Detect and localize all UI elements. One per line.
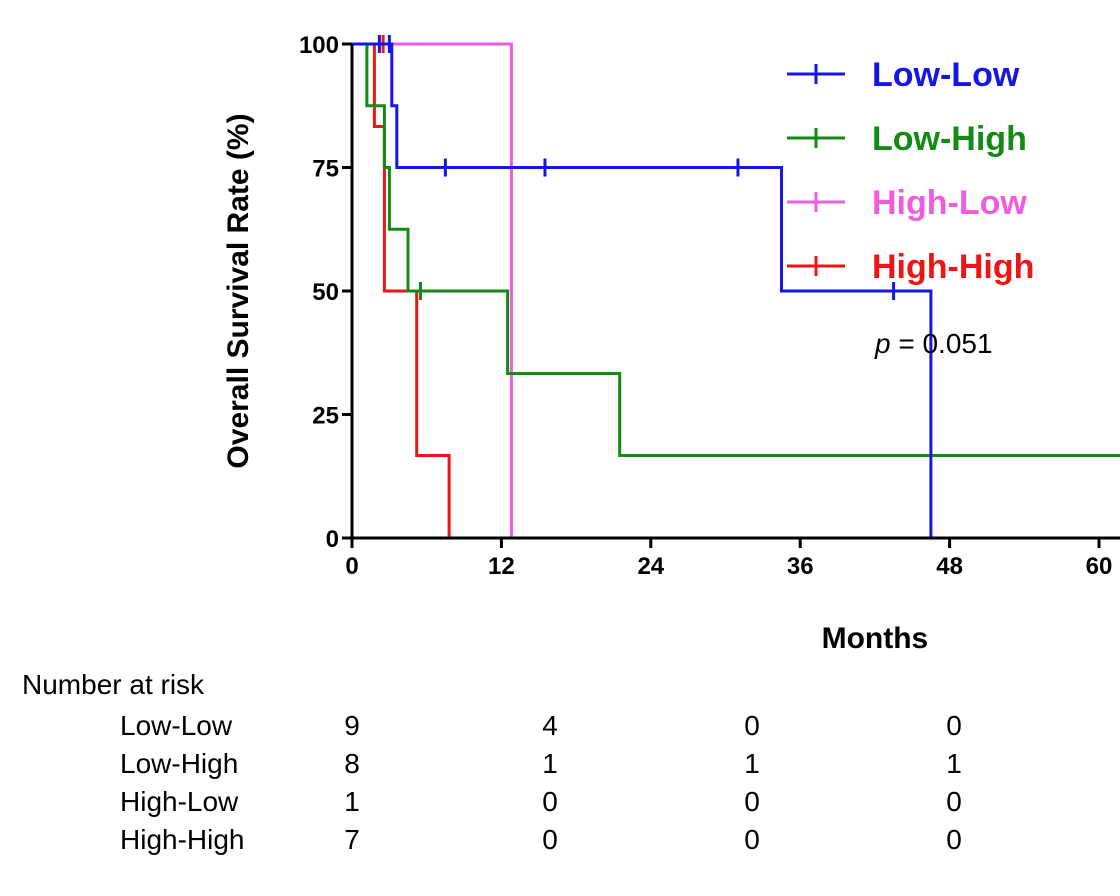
risk-value: 1 [344,786,360,817]
risk-value: 7 [344,824,360,855]
risk-value: 0 [542,786,558,817]
x-tick-label: 60 [1086,553,1113,580]
risk-value: 0 [946,824,962,855]
y-tick-label: 50 [312,279,339,306]
risk-value: 4 [542,710,558,741]
risk-value: 0 [542,824,558,855]
risk-value: 0 [744,786,760,817]
y-tick-label: 25 [312,403,339,430]
x-tick-label: 12 [488,553,515,580]
risk-value: 0 [744,824,760,855]
y-tick-label: 100 [299,32,339,59]
y-axis-title: Overall Survival Rate (%) [222,113,255,468]
risk-value: 0 [744,710,760,741]
x-tick-label: 36 [787,553,814,580]
risk-value: 9 [344,710,360,741]
legend: Low-Low Low-High High-Low High-High [787,56,1034,286]
x-axis-title: Months [822,622,929,655]
survival-curves [352,35,1120,538]
legend-label-low-high: Low-High [872,120,1027,158]
p-value-annotation: p = 0.051 [874,328,993,359]
legend-label-low-low: Low-Low [872,56,1020,94]
risk-table-title: Number at risk [22,669,205,700]
curve-low-low [352,42,933,538]
x-tick-label: 0 [345,553,358,580]
x-tick-label: 24 [637,553,664,580]
axis-ticks: 0255075100012243648607284 [299,32,1113,580]
y-tick-label: 0 [326,526,339,553]
p-value-symbol: p [874,328,891,359]
curve-high-high [352,42,451,538]
risk-row-label: Low-Low [120,710,233,741]
risk-value: 1 [744,748,760,779]
risk-row-label: High-High [120,824,245,855]
risk-value: 8 [344,748,360,779]
y-tick-label: 75 [312,156,339,183]
risk-value: 0 [946,786,962,817]
risk-value: 1 [542,748,558,779]
x-tick-label: 48 [936,553,963,580]
p-value-text: = 0.051 [891,328,993,359]
risk-row-label: Low-High [120,748,238,779]
risk-value: 0 [946,710,962,741]
legend-label-high-low: High-Low [872,184,1027,222]
risk-table: Number at risk Low-Low 9 4 0 0 Low-High 8 1 1 1 Hi… [22,669,962,855]
risk-value: 1 [946,748,962,779]
legend-label-high-high: High-High [872,248,1034,286]
curve-low-high [352,42,1120,457]
risk-row-label: High-Low [120,786,239,817]
